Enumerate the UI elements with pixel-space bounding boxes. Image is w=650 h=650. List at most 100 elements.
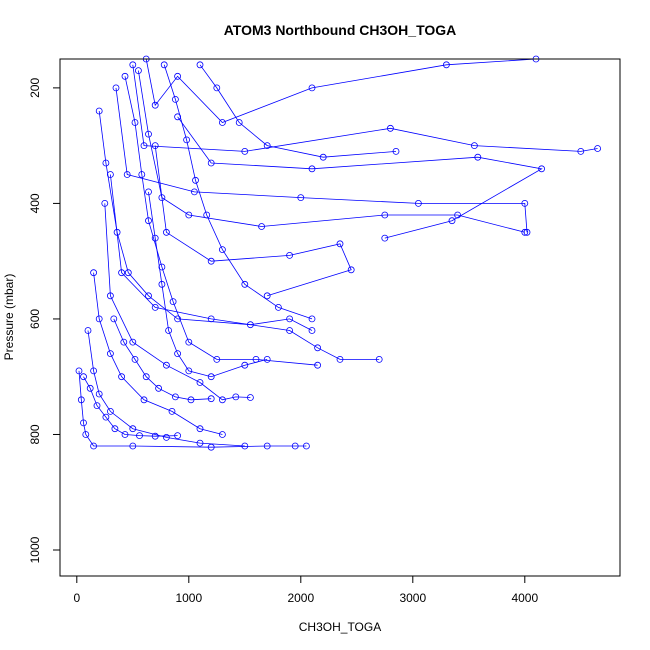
data-point [286, 327, 294, 334]
data-point [521, 199, 529, 207]
data-point [196, 439, 204, 447]
data-point [90, 269, 97, 277]
data-point [145, 292, 152, 300]
data-point [263, 355, 271, 363]
data-point [442, 61, 450, 69]
data-point [110, 315, 118, 323]
data-point [207, 257, 215, 265]
data-point [174, 432, 182, 440]
data-point [121, 431, 129, 438]
data-point [241, 361, 249, 369]
data-point [84, 327, 92, 334]
data-point [151, 432, 159, 440]
data-point [80, 419, 87, 427]
data-point [319, 153, 327, 161]
chart-title: ATOM3 Northbound CH3OH_TOGA [224, 22, 457, 38]
data-point [336, 355, 344, 363]
data-point [263, 292, 271, 300]
data-point [448, 217, 456, 225]
x-tick-label: 1000 [175, 591, 202, 605]
data-point [291, 442, 299, 450]
data-point [107, 292, 114, 300]
series-line-profile-3 [115, 87, 528, 233]
data-point [187, 396, 195, 404]
data-point [151, 142, 159, 150]
data-point [113, 228, 121, 236]
data-point [375, 355, 383, 363]
y-tick-label: 200 [28, 78, 42, 98]
series-line-profile-14 [124, 76, 318, 366]
data-point [151, 234, 159, 242]
data-point [118, 269, 125, 277]
data-point [207, 159, 215, 167]
data-point [160, 61, 168, 69]
series-line-profile-5 [154, 145, 352, 297]
data-point [118, 373, 125, 381]
data-point [169, 298, 177, 306]
series-line-profile-10 [78, 370, 307, 448]
data-point [131, 119, 139, 126]
data-point [129, 338, 137, 346]
data-point [474, 153, 482, 161]
data-point [151, 303, 159, 311]
data-point [218, 396, 226, 404]
data-point [158, 194, 166, 202]
x-axis: 0 1000 2000 3000 4000 [73, 575, 538, 605]
series-line-profile-8 [93, 272, 223, 435]
data-points [75, 55, 601, 451]
data-point [308, 84, 316, 92]
data-point [218, 246, 226, 254]
data-point [454, 211, 462, 219]
data-point [95, 315, 103, 323]
data-point [129, 425, 137, 433]
data-point [101, 199, 109, 207]
data-point [111, 425, 119, 433]
data-point [241, 280, 249, 288]
data-point [577, 147, 585, 155]
data-point [185, 338, 193, 346]
data-point [134, 67, 142, 74]
data-point [386, 124, 394, 132]
data-point [136, 432, 143, 440]
data-point [93, 402, 101, 410]
x-tick-label: 3000 [399, 591, 426, 605]
data-point [314, 344, 322, 352]
data-point [594, 145, 601, 152]
data-point [174, 113, 182, 121]
series-line-profile-16 [113, 318, 212, 401]
data-point [347, 266, 355, 274]
data-point [129, 61, 137, 69]
series-line-profile-18 [148, 191, 268, 378]
data-point [107, 171, 114, 178]
data-point [218, 119, 226, 126]
series-line-profile-7 [104, 203, 251, 401]
data-point [213, 355, 221, 363]
data-point [123, 171, 131, 178]
y-tick-label: 400 [28, 193, 42, 213]
series-line-profile-2 [132, 64, 598, 152]
data-point [521, 228, 529, 236]
data-point [140, 396, 148, 404]
data-point [274, 303, 282, 311]
data-point [95, 390, 103, 398]
data-point [80, 373, 87, 381]
data-point [155, 384, 163, 392]
data-point [145, 217, 152, 225]
data-point [107, 407, 114, 415]
data-point [124, 269, 132, 277]
data-point [263, 142, 271, 150]
data-point [77, 396, 85, 404]
data-point [235, 119, 243, 126]
data-point [102, 159, 110, 167]
data-point [95, 107, 103, 115]
y-tick-label: 600 [28, 309, 42, 329]
data-point [196, 379, 204, 386]
data-point [162, 433, 170, 441]
data-point [162, 228, 170, 236]
data-point [165, 327, 173, 334]
data-point [392, 147, 400, 155]
data-point [381, 234, 389, 242]
data-point [174, 72, 182, 80]
x-tick-label: 2000 [287, 591, 314, 605]
data-point [286, 315, 294, 323]
